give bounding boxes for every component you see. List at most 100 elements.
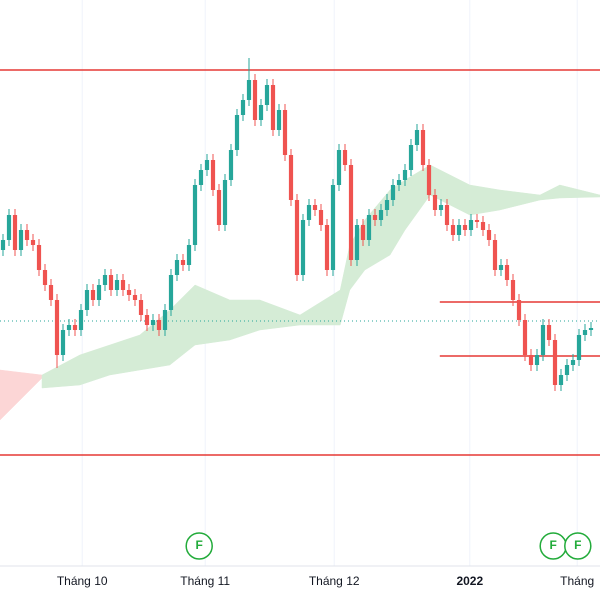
candle-body [390, 185, 396, 200]
candle-body [264, 85, 270, 105]
candle-body [420, 130, 426, 165]
candle-body [108, 275, 114, 290]
candle-body [468, 220, 474, 230]
x-tick-label: Tháng 12 [309, 574, 360, 588]
candle-body [588, 328, 594, 330]
candle-body [360, 225, 366, 240]
candle-body [366, 215, 372, 240]
candle-body [450, 225, 456, 235]
candle-body [540, 325, 546, 355]
event-label: F [196, 538, 203, 552]
candle-body [96, 285, 102, 300]
candle-body [0, 240, 6, 250]
candle-body [102, 275, 108, 285]
candle-body [276, 110, 282, 130]
candle-body [384, 200, 390, 210]
candle-body [174, 260, 180, 275]
candle-body [456, 225, 462, 235]
candle-body [324, 225, 330, 270]
candle-body [144, 315, 150, 325]
candle-body [336, 150, 342, 185]
candle-body [516, 300, 522, 320]
candle-body [474, 220, 480, 222]
candle-body [426, 165, 432, 195]
cloud-area [469, 184, 501, 216]
candle-body [378, 210, 384, 220]
candle-body [504, 265, 510, 280]
candle-body [42, 270, 48, 285]
candle-body [570, 360, 576, 365]
candle-body [222, 180, 228, 225]
candle-body [288, 155, 294, 200]
candle-body [576, 335, 582, 360]
candle-body [186, 245, 192, 265]
candle-body [282, 110, 288, 155]
candle-body [270, 85, 276, 130]
candle-body [300, 220, 306, 275]
candle-body [546, 325, 552, 340]
candle-body [162, 310, 168, 330]
candle-body [120, 280, 126, 290]
candle-body [216, 190, 222, 225]
candle-body [396, 180, 402, 185]
candle-body [54, 300, 60, 355]
candle-body [60, 330, 66, 355]
candle-body [240, 100, 246, 115]
candle-body [6, 215, 12, 240]
event-label: F [550, 538, 557, 552]
candle-body [48, 285, 54, 300]
candle-body [210, 160, 216, 190]
candle-body [354, 225, 360, 260]
candle-body [258, 105, 264, 120]
candle-body [564, 365, 570, 375]
candle-body [330, 185, 336, 270]
candle-body [402, 170, 408, 180]
candle-body [510, 280, 516, 300]
candle-body [342, 150, 348, 165]
candle-body [306, 205, 312, 220]
candle-body [318, 210, 324, 225]
candle-body [246, 80, 252, 100]
candle-body [408, 145, 414, 170]
candle-body [480, 222, 486, 230]
candle-body [528, 355, 534, 365]
candle-body [414, 130, 420, 145]
candle-body [72, 325, 78, 330]
candle-body [498, 265, 504, 270]
event-marker [185, 532, 213, 560]
candle-body [84, 290, 90, 310]
candle-body [138, 300, 144, 315]
candle-body [582, 330, 588, 335]
candle-body [234, 115, 240, 150]
candle-body [90, 290, 96, 300]
cloud-area [559, 184, 600, 199]
candle-body [78, 310, 84, 330]
candle-body [252, 80, 258, 120]
candle-body [432, 195, 438, 210]
candle-body [198, 170, 204, 185]
candle-body [492, 240, 498, 270]
candle-body [534, 355, 540, 365]
candle-body [462, 225, 468, 230]
candle-body [168, 275, 174, 310]
x-tick-label: Tháng 11 [180, 574, 230, 588]
event-label: F [574, 538, 581, 552]
x-tick-label: Tháng [560, 574, 594, 588]
candle-body [558, 375, 564, 385]
candle-body [522, 320, 528, 355]
candle-body [486, 230, 492, 240]
candle-body [30, 240, 36, 245]
candle-body [12, 215, 18, 250]
candle-body [36, 245, 42, 270]
x-tick-label: 2022 [456, 574, 483, 588]
candle-body [114, 280, 120, 290]
candle-body [372, 215, 378, 220]
candle-body [18, 230, 24, 250]
candle-body [24, 230, 30, 240]
candle-body [150, 320, 156, 325]
candle-body [438, 205, 444, 210]
event-marker [564, 532, 592, 560]
candle-body [312, 205, 318, 210]
